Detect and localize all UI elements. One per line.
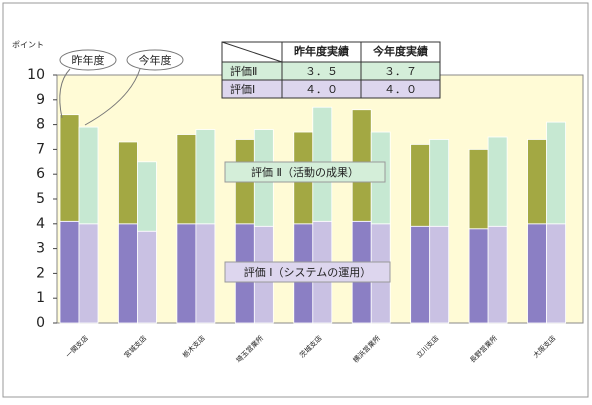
layer-label-box xyxy=(224,161,386,183)
series-name: 今年度 xyxy=(139,53,172,67)
bar-segment xyxy=(59,114,80,222)
bar-segment xyxy=(78,126,99,225)
layer-label: 評価 Ⅱ（活動の成果） xyxy=(251,165,359,179)
bar-segment xyxy=(429,225,450,324)
y-axis-label: ポイント xyxy=(12,41,44,50)
bar-segment xyxy=(429,139,450,227)
table-column: 昨年度実績 xyxy=(294,44,349,58)
bar-segment xyxy=(527,139,547,225)
y-tick-label: 7 xyxy=(36,141,45,157)
bar-segment xyxy=(487,136,508,227)
bar-segment xyxy=(137,230,157,324)
bar-segment xyxy=(195,129,216,225)
callout xyxy=(126,49,184,71)
bar-segment xyxy=(59,220,80,324)
bar-segment xyxy=(195,223,216,324)
table-row-label: 評価Ⅱ xyxy=(230,64,257,78)
table-cell: ３．５ xyxy=(305,65,338,78)
bar-segment xyxy=(118,141,138,225)
y-tick-label: 4 xyxy=(36,216,45,232)
bar-segment xyxy=(176,134,197,225)
bar-segment xyxy=(546,223,566,324)
table-cell: ４．０ xyxy=(305,83,338,96)
y-tick-label: 0 xyxy=(36,315,45,331)
table-cell: ３．７ xyxy=(384,65,417,78)
y-tick-label: 5 xyxy=(36,191,45,207)
table-column: 今年度実績 xyxy=(372,44,428,58)
bar-segment xyxy=(487,225,508,324)
y-tick-label: 9 xyxy=(36,92,45,108)
table-row-label: 評価Ⅰ xyxy=(230,82,255,96)
layer-label-box xyxy=(224,261,391,283)
bar-segment xyxy=(468,228,489,324)
bar-segment xyxy=(78,223,99,324)
table-cell: ４．０ xyxy=(384,83,417,96)
bar-segment xyxy=(410,144,431,227)
y-tick-label: 10 xyxy=(27,67,45,83)
layer-label: 評価 Ⅰ（システムの運用） xyxy=(244,265,371,279)
y-tick-label: 8 xyxy=(36,117,45,133)
bar-segment xyxy=(176,223,197,324)
y-tick-label: 3 xyxy=(36,241,45,257)
y-tick-label: 6 xyxy=(36,166,45,182)
callout-line xyxy=(84,68,141,126)
callout-line xyxy=(59,68,71,119)
series-name: 昨年度 xyxy=(72,53,105,67)
table-diagonal xyxy=(221,41,283,63)
bar-segment xyxy=(468,148,489,230)
table-row xyxy=(221,79,441,99)
bar-segment xyxy=(527,223,547,324)
callout xyxy=(59,49,117,71)
bar-segment xyxy=(410,225,431,324)
bar-segment xyxy=(118,223,138,324)
y-tick-label: 1 xyxy=(36,290,45,306)
bar-segment xyxy=(546,121,566,225)
y-tick-label: 2 xyxy=(36,265,45,281)
bar-segment xyxy=(137,161,157,232)
